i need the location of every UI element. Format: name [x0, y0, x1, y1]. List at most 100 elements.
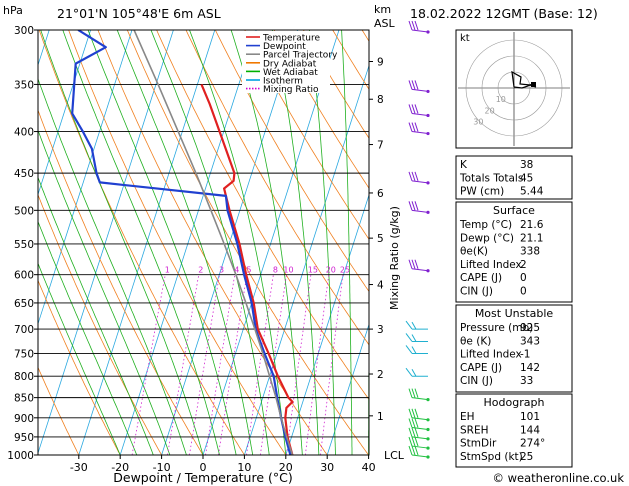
wind-barb-flag	[411, 104, 416, 114]
legend-entry: Parcel Trajectory	[263, 51, 338, 61]
parcel-trajectory-line	[133, 30, 294, 455]
wind-barb	[408, 418, 430, 432]
height-axis: 9 8 7 6 5 4 3 2 1	[369, 56, 384, 423]
wind-barb-flag	[408, 427, 413, 438]
wind-barb-staff	[411, 29, 429, 33]
wind-barb-flag	[408, 259, 413, 269]
wind-barb-flag	[411, 445, 416, 456]
isotherm-line	[38, 30, 91, 196]
dry-adiabat-line	[38, 193, 162, 455]
wind-barbs	[405, 20, 430, 459]
wind-barb-flag	[411, 418, 416, 428]
x-axis-label: Dewpoint / Temperature (°C)	[113, 470, 292, 485]
mixing-ratio-tick-label: 8	[273, 266, 278, 275]
table-value: 0	[520, 286, 527, 298]
wind-barb-dot	[426, 437, 430, 441]
wind-barb-staff	[411, 417, 429, 421]
wind-barb-flag	[414, 445, 419, 456]
wet-adiabat-line	[116, 30, 254, 455]
pressure-tick-label: 800	[14, 371, 34, 383]
temperature-tick-label: 0	[200, 461, 207, 474]
wind-barb-flag	[408, 408, 413, 418]
isotherm-line	[244, 64, 369, 455]
table-value: -1	[520, 349, 530, 361]
dry-adiabat-line	[563, 24, 629, 455]
temperature-tick-label: -30	[70, 461, 88, 474]
location-title: 21°01'N 105°48'E 6m ASL	[57, 6, 221, 21]
wind-barb-flag	[411, 80, 416, 90]
hodograph-ring-label: 20	[485, 106, 495, 115]
isotherm-line	[38, 30, 174, 455]
table-value: 274°	[520, 438, 545, 450]
table-value: 144	[520, 424, 540, 436]
table-label: CIN (J)	[460, 286, 493, 298]
table-value: 21.1	[520, 232, 543, 244]
wind-barb-flag	[414, 388, 419, 398]
pressure-tick-label: 450	[14, 168, 34, 180]
mixing-ratio-tick-label: 20	[326, 266, 336, 275]
wind-barb-flag	[408, 122, 413, 132]
wind-barb-staff	[411, 180, 429, 184]
dry-adiabat-line	[126, 30, 369, 455]
dry-adiabat-line	[214, 30, 369, 293]
wind-barb	[408, 80, 430, 94]
wind-barb-dot	[426, 131, 430, 136]
dry-adiabat-line	[185, 30, 369, 346]
hpa-unit-label: hPa	[3, 4, 23, 17]
hodograph-table-title: Hodograph	[484, 396, 545, 409]
wind-barb-dot	[426, 113, 430, 118]
isotherm-line	[285, 193, 369, 455]
height-tick-label: 7	[377, 140, 384, 152]
pressure-tick-label: 750	[14, 348, 34, 360]
pressure-tick-label: 600	[14, 270, 34, 282]
wind-barb-flag	[414, 122, 419, 132]
table-label: θe(K)	[460, 246, 488, 258]
height-tick-label: 4	[377, 280, 384, 292]
wind-barb-dot	[426, 89, 430, 94]
temperature-tick-label: 10	[237, 461, 251, 474]
wind-barb-dot	[426, 30, 430, 34]
table-label: Lifted Index	[460, 349, 522, 361]
wind-barb-staff	[411, 445, 429, 449]
legend-entry: Isotherm	[263, 77, 303, 87]
skewt-plot: 3003504004505005506006507007508008509009…	[7, 24, 629, 485]
table-label: CAPE (J)	[460, 362, 502, 374]
table-value: 38	[520, 159, 533, 171]
wind-barb-flag	[414, 104, 419, 114]
wind-barb	[405, 367, 428, 377]
mixing-ratio-line	[320, 274, 344, 455]
isotherm-line	[78, 30, 216, 455]
table-value: 2	[520, 259, 527, 271]
pressure-tick-label: 400	[14, 127, 34, 139]
mixing-ratio-tick-label: 10	[283, 266, 293, 275]
isotherm-line	[202, 30, 340, 455]
legend-entry: Dry Adiabat	[263, 59, 317, 69]
mixing-ratio-line	[260, 274, 287, 455]
asl-unit-label: ASL	[374, 17, 396, 30]
wind-barb-flag	[414, 259, 419, 269]
lcl-label: LCL	[384, 449, 405, 462]
wind-barb	[405, 345, 428, 354]
mixing-ratio-tick-label: 3	[219, 266, 224, 275]
storm-motion-marker	[531, 82, 536, 87]
most-unstable-title: Most Unstable	[475, 307, 554, 320]
legend-entry: Dewpoint	[263, 42, 306, 52]
mixing-ratio-line	[218, 274, 248, 455]
height-tick-label: 2	[377, 369, 384, 381]
table-value: 5.44	[520, 186, 544, 198]
wind-barb-staff	[411, 426, 429, 430]
wet-adiabat-line	[62, 30, 220, 455]
mixing-ratio-axis-label: Mixing Ratio (g/kg)	[388, 206, 401, 310]
profile-lines	[71, 30, 294, 455]
pressure-tick-label: 300	[14, 25, 34, 37]
table-value: 142	[520, 362, 540, 374]
wind-barb-flag	[408, 104, 413, 114]
pressure-tick-label: 350	[14, 79, 34, 91]
table-label: PW (cm)	[460, 186, 504, 198]
table-label: Totals Totals	[459, 172, 523, 184]
table-label: K	[460, 159, 468, 171]
mixing-ratio-line	[285, 274, 312, 455]
